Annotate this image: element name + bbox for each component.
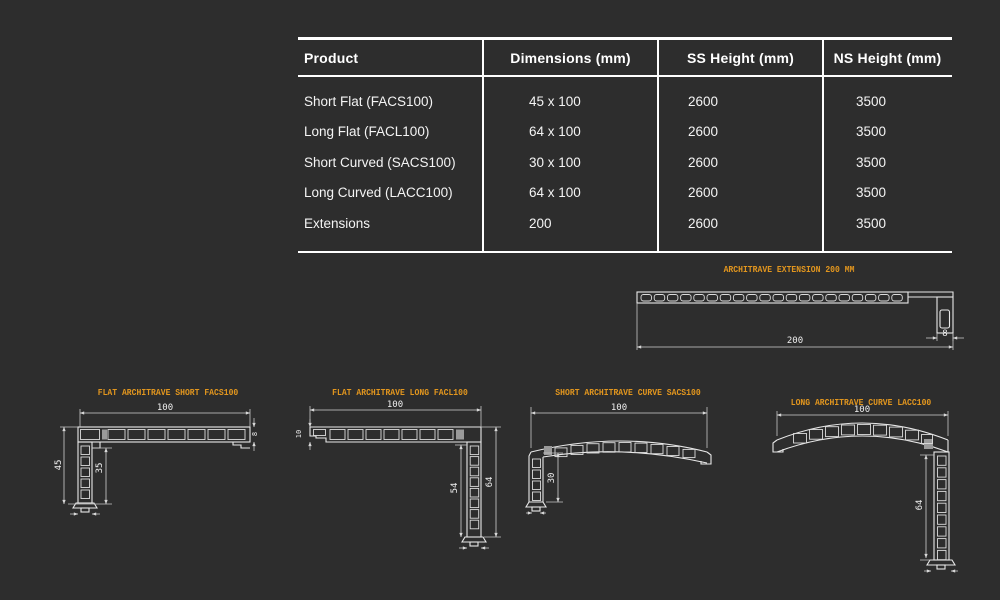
table-row: Short Curved (SACS100) 30 x 100 2600 350… <box>298 147 952 178</box>
column-header-dimensions: Dimensions (mm) <box>510 49 631 66</box>
cell-dimensions: 45 x 100 <box>529 93 581 109</box>
cell-ss-height: 2600 <box>688 154 719 170</box>
dimensions: 200 8 <box>636 303 964 350</box>
dim-width-label: 200 <box>787 336 803 346</box>
profile-outline <box>309 426 487 547</box>
cell-dimensions: 64 x 100 <box>529 124 581 140</box>
column-divider <box>657 40 659 251</box>
drawing-flat-short-profile: 100 45 35 8 <box>54 403 259 516</box>
dim-bar-label: 10 <box>295 430 303 438</box>
cell-product: Short Curved (SACS100) <box>304 154 456 170</box>
cell-ns-height: 3500 <box>856 215 887 231</box>
cell-ns-height: 3500 <box>856 93 887 109</box>
cell-product: Long Flat (FACL100) <box>304 124 430 140</box>
cell-product: Short Flat (FACS100) <box>304 93 434 109</box>
cell-dimensions: 200 <box>529 215 552 231</box>
drawing-title-extension: ARCHITRAVE EXTENSION 200 MM <box>723 264 855 275</box>
dim-width-label: 100 <box>611 403 627 413</box>
drawing-extension-profile: 200 8 <box>636 291 964 350</box>
chamber-cells <box>532 442 696 501</box>
cell-dimensions: 30 x 100 <box>529 154 581 170</box>
column-divider <box>482 40 484 251</box>
cell-ss-height: 2600 <box>688 185 719 201</box>
dim-clip-label: 8 <box>251 432 259 436</box>
dim-height-label: 64 <box>485 477 495 488</box>
table-row: Long Curved (LACC100) 64 x 100 2600 3500 <box>298 178 952 209</box>
dimensions: 100 10 54 64 <box>295 400 501 550</box>
cell-ns-height: 3500 <box>856 185 887 201</box>
dim-leg-label: 54 <box>450 483 460 494</box>
profile-outline <box>636 291 954 334</box>
drawing-title-flat-long: FLAT ARCHITRAVE LONG FACL100 <box>332 387 468 398</box>
column-header-product: Product <box>304 49 359 66</box>
chamber-cells <box>793 424 947 561</box>
table-row: Long Flat (FACL100) 64 x 100 2600 3500 <box>298 117 952 148</box>
cell-ss-height: 2600 <box>688 124 719 140</box>
table-body: Short Flat (FACS100) 45 x 100 2600 3500 … <box>298 77 952 251</box>
column-header-ns-height: NS Height (mm) <box>833 49 942 66</box>
dim-width-label: 100 <box>157 403 173 413</box>
column-header-ss-height: SS Height (mm) <box>686 49 795 66</box>
drawing-flat-long-profile: 100 10 54 64 <box>295 400 501 550</box>
dimensions: 100 64 <box>776 405 958 573</box>
dim-width-label: 100 <box>854 405 870 415</box>
cell-ns-height: 3500 <box>856 154 887 170</box>
dim-leg-label: 35 <box>95 463 105 474</box>
table-row: Extensions 200 2600 3500 <box>298 208 952 239</box>
profile-outline <box>72 426 251 513</box>
dim-leg-label: 64 <box>915 500 925 511</box>
cell-product: Long Curved (LACC100) <box>304 185 453 201</box>
chamber-cells <box>640 294 903 302</box>
chamber-cells <box>313 429 480 530</box>
table-header-row: Product Dimensions (mm) SS Height (mm) N… <box>298 40 952 77</box>
cell-ss-height: 2600 <box>688 215 719 231</box>
drawing-curve-long-profile: 100 64 <box>772 405 958 573</box>
dim-clip-label: 8 <box>942 329 947 339</box>
cell-product: Extensions <box>304 215 371 231</box>
cell-ss-height: 2600 <box>688 93 719 109</box>
dim-width-label: 100 <box>387 400 403 410</box>
cell-ns-height: 3500 <box>856 124 887 140</box>
table-row: Short Flat (FACS100) 45 x 100 2600 3500 <box>298 86 952 117</box>
drawing-curve-short-profile: 100 30 <box>525 403 712 515</box>
chamber-cells <box>80 429 246 499</box>
dimensions: 100 30 <box>526 403 708 515</box>
column-divider <box>822 40 824 251</box>
product-spec-table: Product Dimensions (mm) SS Height (mm) N… <box>298 37 952 253</box>
drawing-title-curve-long: LONG ARCHITRAVE CURVE LACC100 <box>790 397 932 408</box>
dim-leg-label: 30 <box>547 473 557 484</box>
drawing-title-flat-short: FLAT ARCHITRAVE SHORT FACS100 <box>97 387 239 398</box>
dim-height-label: 45 <box>54 460 64 471</box>
dimensions: 100 45 35 8 <box>54 403 259 516</box>
drawing-title-curve-short: SHORT ARCHITRAVE CURVE SACS100 <box>555 387 701 398</box>
cell-dimensions: 64 x 100 <box>529 185 581 201</box>
